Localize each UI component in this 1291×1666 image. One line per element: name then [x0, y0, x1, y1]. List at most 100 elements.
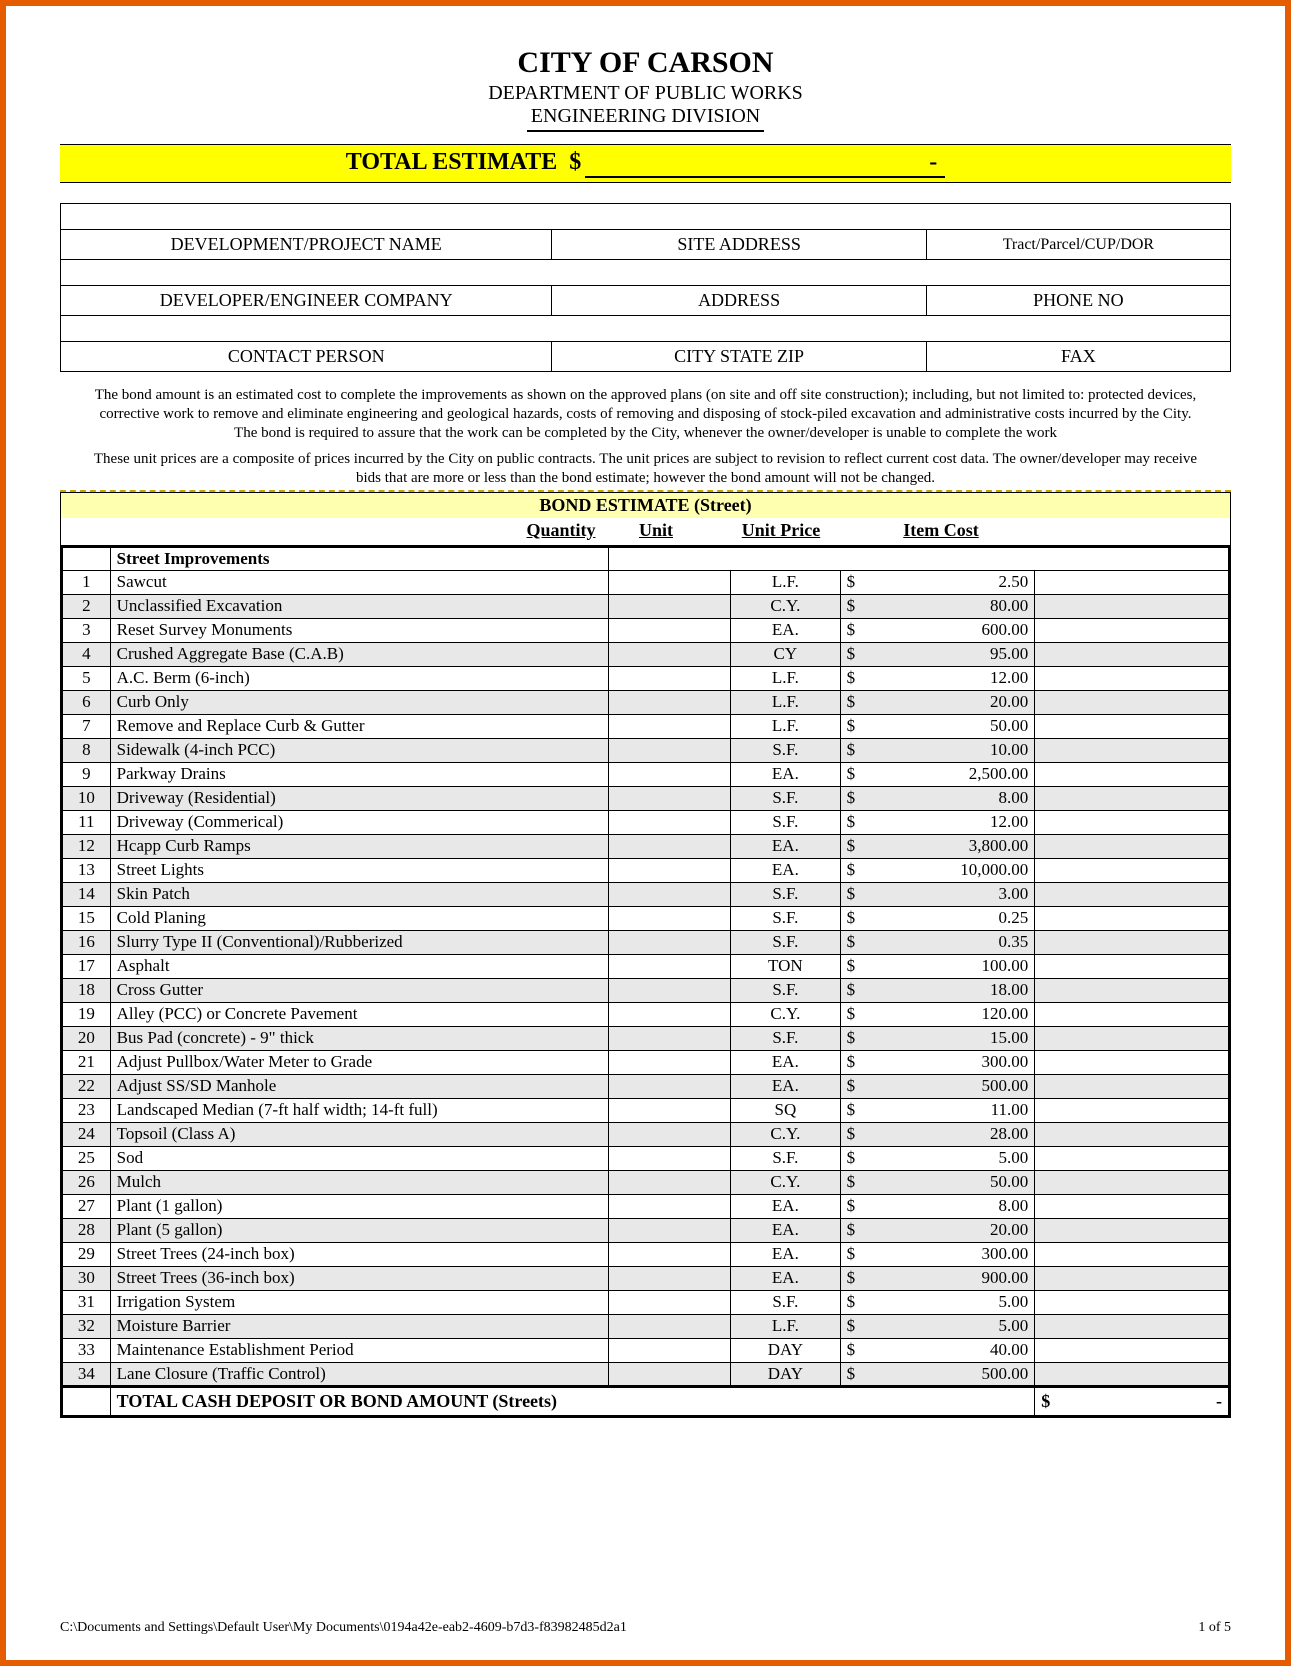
row-item-cost	[1035, 594, 1230, 618]
row-unit-price: 50.00	[872, 1170, 1035, 1194]
row-number: 7	[62, 714, 111, 738]
row-item-cost	[1035, 954, 1230, 978]
info-fax-label: FAX	[926, 342, 1230, 372]
table-row: 6Curb OnlyL.F.$20.00	[62, 690, 1230, 714]
row-unit: EA.	[731, 1242, 840, 1266]
table-row: 13Street LightsEA.$10,000.00	[62, 858, 1230, 882]
row-number: 10	[62, 786, 111, 810]
column-headers: Quantity Unit Unit Price Item Cost	[60, 518, 1231, 545]
division-line: ENGINEERING DIVISION	[527, 105, 764, 132]
row-item-cost	[1035, 858, 1230, 882]
table-row: 18Cross GutterS.F.$18.00	[62, 978, 1230, 1002]
row-unit: S.F.	[731, 906, 840, 930]
page-footer: C:\Documents and Settings\Default User\M…	[60, 1620, 1231, 1636]
table-row: 14Skin PatchS.F.$3.00	[62, 882, 1230, 906]
row-description: Adjust SS/SD Manhole	[110, 1074, 609, 1098]
row-description: Parkway Drains	[110, 762, 609, 786]
row-number: 25	[62, 1146, 111, 1170]
row-description: Remove and Replace Curb & Gutter	[110, 714, 609, 738]
row-quantity	[609, 786, 731, 810]
table-row: 17AsphaltTON$100.00	[62, 954, 1230, 978]
row-description: Adjust Pullbox/Water Meter to Grade	[110, 1050, 609, 1074]
row-unit-price: 900.00	[872, 1266, 1035, 1290]
row-unit: S.F.	[731, 882, 840, 906]
table-row: 7Remove and Replace Curb & GutterL.F.$50…	[62, 714, 1230, 738]
row-quantity	[609, 1002, 731, 1026]
row-description: Cross Gutter	[110, 978, 609, 1002]
row-unit-price: 2,500.00	[872, 762, 1035, 786]
row-number: 33	[62, 1338, 111, 1362]
row-quantity	[609, 570, 731, 594]
row-unit: TON	[731, 954, 840, 978]
row-quantity	[609, 594, 731, 618]
row-quantity	[609, 978, 731, 1002]
row-description: Crushed Aggregate Base (C.A.B)	[110, 642, 609, 666]
row-unit-price: 500.00	[872, 1362, 1035, 1386]
row-currency: $	[840, 1266, 872, 1290]
total-estimate-currency: $	[569, 149, 581, 175]
row-unit: CY	[731, 642, 840, 666]
row-item-cost	[1035, 1362, 1230, 1386]
row-item-cost	[1035, 1122, 1230, 1146]
row-item-cost	[1035, 978, 1230, 1002]
row-currency: $	[840, 1122, 872, 1146]
table-row: 8Sidewalk (4-inch PCC)S.F.$10.00	[62, 738, 1230, 762]
total-estimate-bar: TOTAL ESTIMATE $-	[60, 144, 1231, 183]
row-description: Alley (PCC) or Concrete Pavement	[110, 1002, 609, 1026]
table-row: 24Topsoil (Class A)C.Y.$28.00	[62, 1122, 1230, 1146]
row-currency: $	[840, 1146, 872, 1170]
row-unit: EA.	[731, 1266, 840, 1290]
row-quantity	[609, 834, 731, 858]
row-number: 16	[62, 930, 111, 954]
row-currency: $	[840, 1170, 872, 1194]
row-item-cost	[1035, 834, 1230, 858]
total-label: TOTAL CASH DEPOSIT OR BOND AMOUNT (Stree…	[110, 1386, 1035, 1416]
row-currency: $	[840, 810, 872, 834]
row-quantity	[609, 762, 731, 786]
row-number: 21	[62, 1050, 111, 1074]
row-unit: L.F.	[731, 1314, 840, 1338]
row-quantity	[609, 714, 731, 738]
row-item-cost	[1035, 1194, 1230, 1218]
table-row: 28Plant (5 gallon)EA.$20.00	[62, 1218, 1230, 1242]
row-item-cost	[1035, 1290, 1230, 1314]
row-unit-price: 0.35	[872, 930, 1035, 954]
row-item-cost	[1035, 1218, 1230, 1242]
row-description: Plant (5 gallon)	[110, 1218, 609, 1242]
row-quantity	[609, 1074, 731, 1098]
table-row: 34Lane Closure (Traffic Control)DAY$500.…	[62, 1362, 1230, 1386]
row-description: Sidewalk (4-inch PCC)	[110, 738, 609, 762]
table-row: 3Reset Survey MonumentsEA.$600.00	[62, 618, 1230, 642]
row-number: 27	[62, 1194, 111, 1218]
row-unit-price: 100.00	[872, 954, 1035, 978]
row-quantity	[609, 1146, 731, 1170]
row-number: 31	[62, 1290, 111, 1314]
document-frame: CITY OF CARSON DEPARTMENT OF PUBLIC WORK…	[0, 0, 1291, 1666]
row-currency: $	[840, 1050, 872, 1074]
row-unit-price: 95.00	[872, 642, 1035, 666]
row-number: 22	[62, 1074, 111, 1098]
row-quantity	[609, 954, 731, 978]
row-item-cost	[1035, 618, 1230, 642]
table-row: 2Unclassified ExcavationC.Y.$80.00	[62, 594, 1230, 618]
row-item-cost	[1035, 882, 1230, 906]
row-unit: C.Y.	[731, 1122, 840, 1146]
row-item-cost	[1035, 1266, 1230, 1290]
row-number: 28	[62, 1218, 111, 1242]
row-description: Street Trees (24-inch box)	[110, 1242, 609, 1266]
row-description: Moisture Barrier	[110, 1314, 609, 1338]
row-unit-price: 3,800.00	[872, 834, 1035, 858]
table-row: 27Plant (1 gallon)EA.$8.00	[62, 1194, 1230, 1218]
row-quantity	[609, 930, 731, 954]
row-description: A.C. Berm (6-inch)	[110, 666, 609, 690]
row-item-cost	[1035, 690, 1230, 714]
row-unit: C.Y.	[731, 1002, 840, 1026]
row-item-cost	[1035, 1170, 1230, 1194]
row-unit-price: 11.00	[872, 1098, 1035, 1122]
row-unit: EA.	[731, 1218, 840, 1242]
total-amount: $-	[1035, 1386, 1230, 1416]
row-number: 32	[62, 1314, 111, 1338]
row-item-cost	[1035, 810, 1230, 834]
row-unit: DAY	[731, 1338, 840, 1362]
row-quantity	[609, 1242, 731, 1266]
